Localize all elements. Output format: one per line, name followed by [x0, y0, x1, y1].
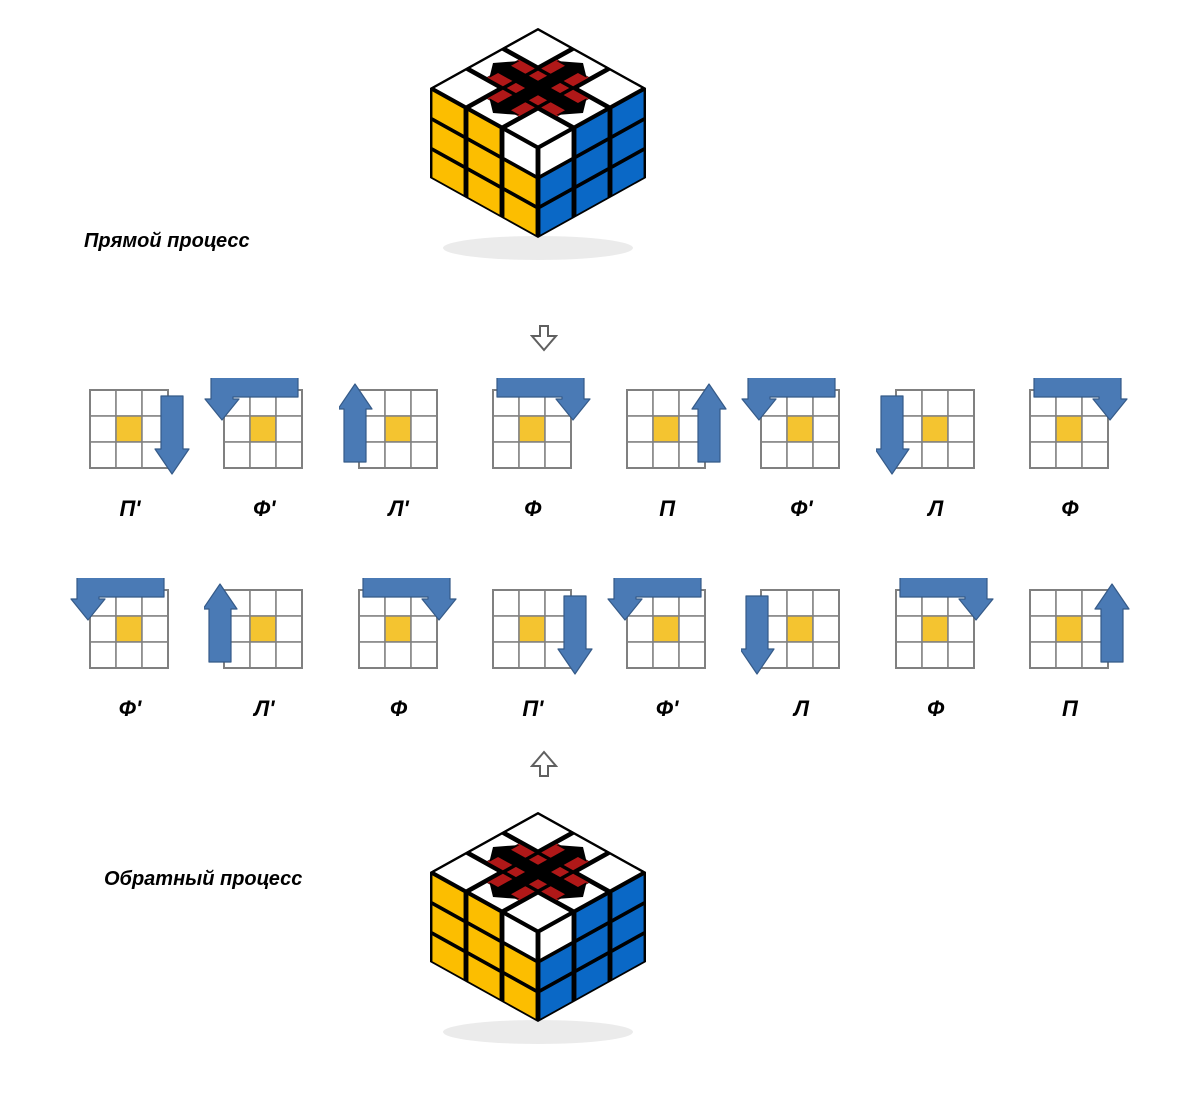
move-label: Л [928, 496, 943, 522]
move-label: Ф [1061, 496, 1078, 522]
move-label: Л' [388, 496, 408, 522]
move-step: П [607, 378, 727, 522]
move-step: Л [876, 378, 996, 522]
move-step: Ф [1010, 378, 1130, 522]
connector-up-icon [530, 750, 558, 778]
move-step: Л [741, 578, 861, 722]
move-step: Ф [876, 578, 996, 722]
move-row-1: П' Ф' Л' Ф П Ф' Л Ф [70, 378, 1130, 522]
move-label: П' [522, 696, 543, 722]
move-label: Ф' [253, 496, 275, 522]
bottom-cube [398, 792, 678, 1092]
move-label: Ф' [790, 496, 812, 522]
top-cube [398, 8, 678, 308]
move-step: П' [70, 378, 190, 522]
move-step: Л' [204, 578, 324, 722]
move-label: Л [794, 696, 809, 722]
reverse-process-label: Обратный процесс [104, 868, 302, 891]
connector-down-icon [530, 324, 558, 352]
move-label: Ф [927, 696, 944, 722]
move-step: Л' [339, 378, 459, 522]
move-step: П' [473, 578, 593, 722]
forward-process-label: Прямой процесс [84, 230, 250, 253]
move-step: П [1010, 578, 1130, 722]
move-label: П [1062, 696, 1078, 722]
move-label: Ф [390, 696, 407, 722]
move-label: Ф' [656, 696, 678, 722]
move-label: П [659, 496, 675, 522]
move-label: Л' [254, 696, 274, 722]
move-step: Ф' [741, 378, 861, 522]
move-step: Ф' [204, 378, 324, 522]
move-step: Ф [339, 578, 459, 722]
move-step: Ф [473, 378, 593, 522]
move-step: Ф' [607, 578, 727, 722]
move-step: Ф' [70, 578, 190, 722]
move-label: Ф' [119, 696, 141, 722]
move-row-2: Ф' Л' Ф П' Ф' Л Ф П [70, 578, 1130, 722]
move-label: П' [119, 496, 140, 522]
move-label: Ф [524, 496, 541, 522]
